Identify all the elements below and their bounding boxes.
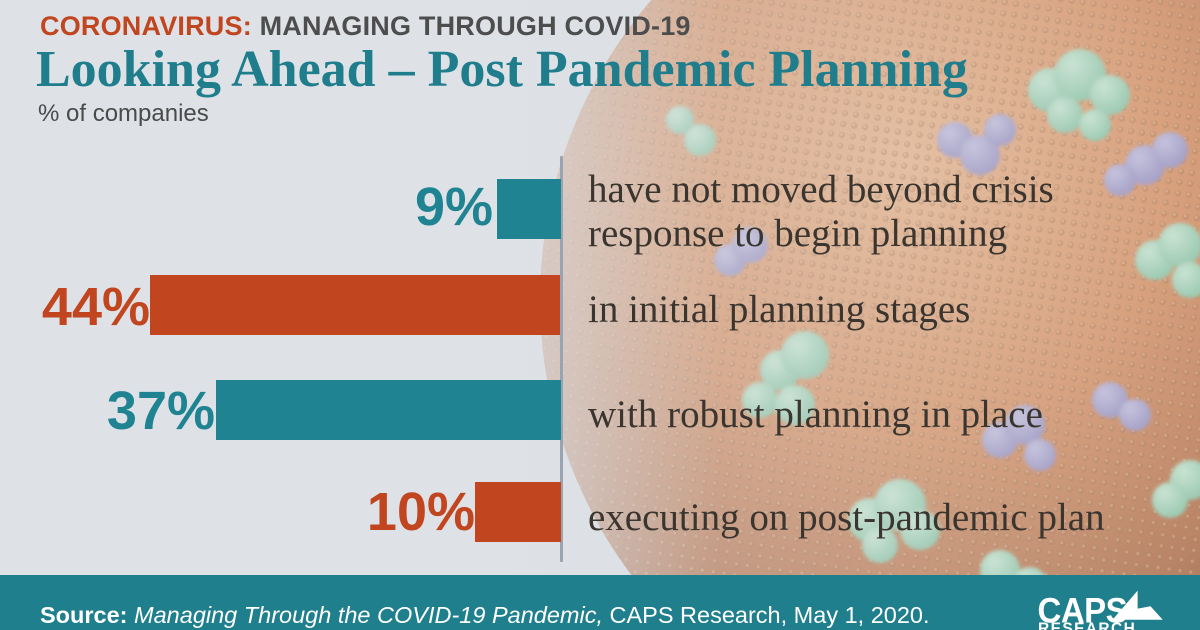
- svg-text:RESEARCH: RESEARCH: [1038, 621, 1136, 630]
